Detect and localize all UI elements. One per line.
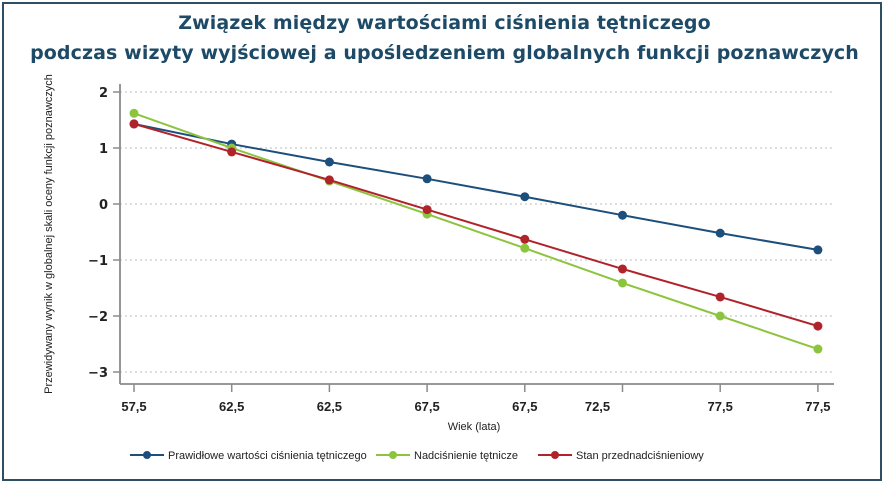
data-point xyxy=(813,245,823,255)
y-axis-label: Przewidywany wynik w globalnej skali oce… xyxy=(43,74,55,394)
y-tick-label: 1 xyxy=(99,142,108,157)
legend-label: Prawidłowe wartości ciśnienia tętniczego xyxy=(168,450,367,462)
x-axis-label: Wiek (lata) xyxy=(448,421,501,433)
legend-swatch-marker xyxy=(389,451,397,459)
legend-label: Nadciśnienie tętnicze xyxy=(414,450,518,462)
axes xyxy=(119,84,834,385)
series-lines xyxy=(129,108,823,354)
data-point xyxy=(422,205,432,215)
x-tick-label: 77,5 xyxy=(708,399,733,414)
gridlines xyxy=(120,91,834,373)
chart-frame xyxy=(2,2,882,481)
data-point xyxy=(520,234,530,244)
data-point xyxy=(715,228,725,238)
data-point xyxy=(422,174,432,184)
y-axis-ticks: 2 1 0 −1 −2 −3 xyxy=(88,86,120,381)
data-point xyxy=(227,147,237,157)
series-line xyxy=(133,122,819,328)
series-line xyxy=(133,112,819,350)
x-tick-label: 62,5 xyxy=(317,399,342,414)
data-point xyxy=(618,278,627,288)
y-tick-label: −2 xyxy=(88,310,108,325)
data-point xyxy=(520,192,530,202)
chart-title-line1: Związek między wartościami ciśnienia tęt… xyxy=(178,12,711,34)
y-tick-label: −1 xyxy=(88,254,108,269)
data-point xyxy=(618,210,627,220)
y-tick-label: −3 xyxy=(88,366,108,381)
legend-item: Prawidłowe wartości ciśnienia tętniczego xyxy=(130,450,367,462)
legend-swatch-marker xyxy=(143,451,151,459)
data-point xyxy=(715,311,725,321)
data-point xyxy=(813,321,823,331)
x-tick-label: 62,5 xyxy=(219,399,244,414)
series-0 xyxy=(129,119,823,255)
data-point xyxy=(324,157,334,167)
data-point xyxy=(813,344,823,354)
y-tick-label: 2 xyxy=(99,86,108,101)
data-point xyxy=(618,264,627,274)
y-tick-label: 0 xyxy=(99,198,108,213)
x-tick-label: 67,5 xyxy=(512,399,537,414)
x-axis-ticks: 57,5 62,5 62,5 67,5 67,5 72,5 77,5 77,5 xyxy=(121,384,831,414)
data-point xyxy=(520,243,530,253)
chart-title-line2: podczas wizyty wyjściowej a upośledzenie… xyxy=(30,42,859,64)
x-tick-label: 72,5 xyxy=(585,399,610,414)
data-point xyxy=(129,119,139,129)
data-point xyxy=(129,108,139,118)
series-2 xyxy=(129,119,823,331)
series-line xyxy=(133,122,819,251)
legend-label: Stan przednadciśnieniowy xyxy=(576,450,704,462)
data-point xyxy=(715,292,725,302)
x-tick-label: 67,5 xyxy=(414,399,439,414)
x-tick-label: 57,5 xyxy=(121,399,146,414)
data-point xyxy=(324,175,334,185)
legend-item: Stan przednadciśnieniowy xyxy=(538,450,704,462)
legend-item: Nadciśnienie tętnicze xyxy=(376,450,518,462)
legend: Prawidłowe wartości ciśnienia tętniczego… xyxy=(130,450,704,462)
x-tick-label: 77,5 xyxy=(805,399,830,414)
legend-swatch-marker xyxy=(551,451,559,459)
